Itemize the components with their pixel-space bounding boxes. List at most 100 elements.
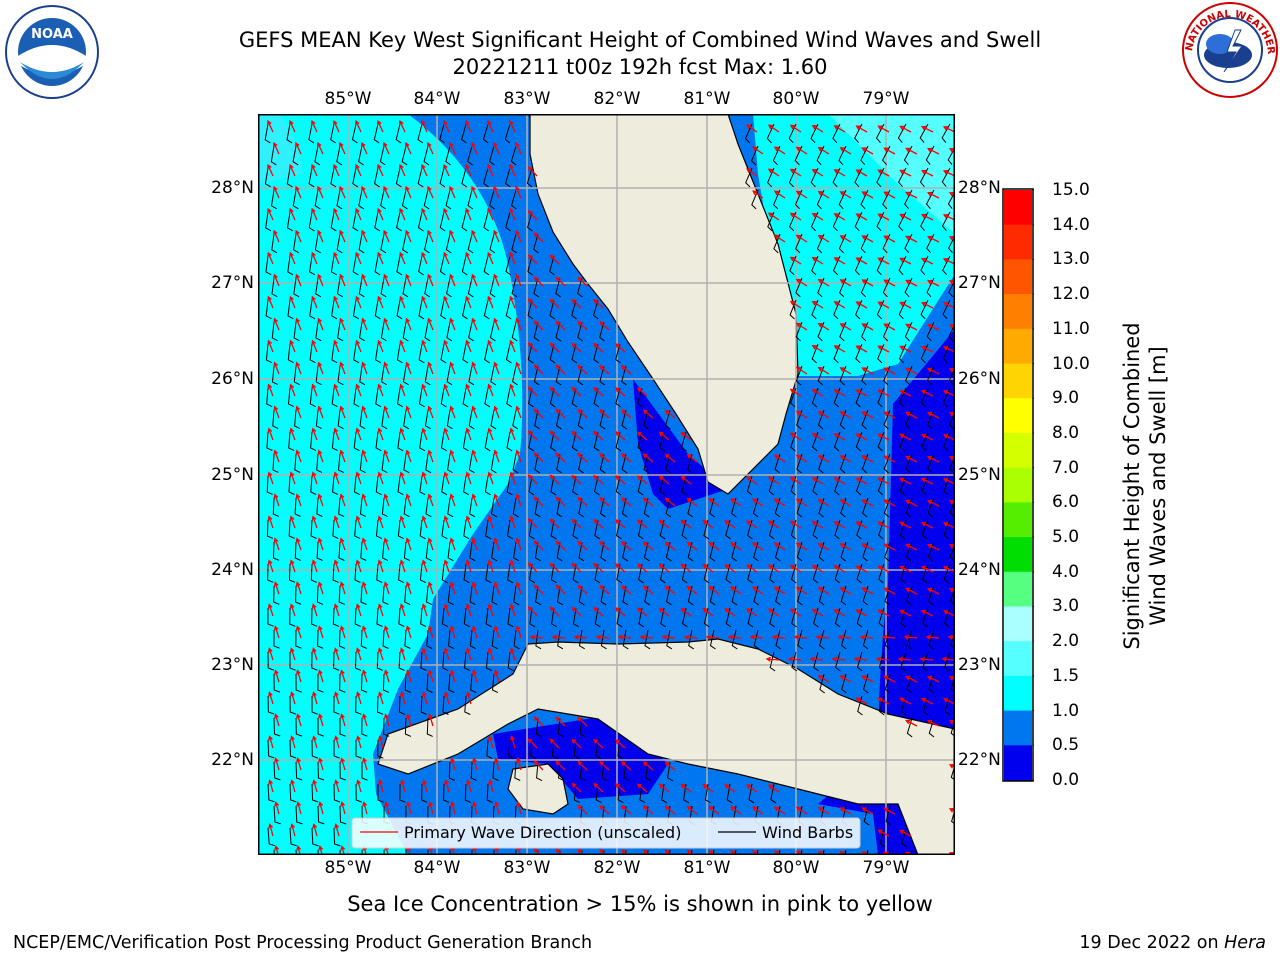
wind-barb bbox=[272, 541, 280, 561]
wind-barb bbox=[374, 299, 381, 320]
wave-arrow bbox=[318, 757, 324, 771]
wind-barb bbox=[577, 321, 583, 342]
wave-arrow bbox=[620, 585, 632, 595]
wind-barb bbox=[295, 585, 302, 605]
wave-arrow bbox=[833, 389, 846, 397]
wind-barb bbox=[288, 431, 295, 452]
wind-barb bbox=[315, 321, 322, 342]
wind-barb bbox=[550, 519, 557, 540]
wave-arrow bbox=[471, 141, 478, 155]
wind-barb bbox=[482, 123, 489, 144]
wave-arrow bbox=[883, 543, 896, 551]
wind-barb bbox=[467, 233, 474, 254]
wave-arrow bbox=[399, 559, 406, 573]
wind-barb bbox=[440, 387, 447, 408]
wind-barb bbox=[773, 233, 781, 254]
wave-arrow bbox=[493, 493, 500, 507]
wave-arrow bbox=[883, 455, 896, 463]
wind-barb bbox=[623, 761, 630, 782]
wave-arrow bbox=[926, 719, 940, 727]
wave-arrow bbox=[795, 366, 808, 375]
wind-barb bbox=[504, 123, 511, 144]
wave-arrow bbox=[405, 141, 412, 155]
wave-arrow bbox=[577, 716, 588, 727]
wind-barb bbox=[424, 365, 431, 386]
wave-arrow bbox=[273, 449, 280, 463]
wind-barb bbox=[795, 365, 803, 386]
wave-arrow bbox=[421, 471, 428, 485]
wave-arrow bbox=[730, 498, 742, 507]
wave-arrow bbox=[274, 845, 280, 855]
wind-barb bbox=[355, 783, 362, 803]
wind-barb bbox=[380, 233, 387, 254]
wind-barb bbox=[289, 607, 296, 627]
wind-barb bbox=[535, 717, 542, 738]
wave-arrow bbox=[273, 273, 280, 287]
wind-barb bbox=[336, 189, 343, 210]
wave-arrow bbox=[833, 477, 846, 485]
wind-barb bbox=[812, 475, 819, 496]
wave-arrow bbox=[795, 542, 808, 551]
wave-arrow bbox=[267, 207, 274, 221]
wind-barb bbox=[573, 739, 580, 760]
wind-barb bbox=[578, 541, 585, 562]
wind-barb bbox=[856, 651, 863, 672]
wind-barb bbox=[621, 365, 627, 386]
wave-arrow bbox=[899, 169, 912, 177]
wave-arrow bbox=[361, 537, 368, 551]
wave-arrow bbox=[839, 455, 852, 463]
wave-arrow bbox=[789, 608, 802, 617]
wave-arrow bbox=[905, 191, 918, 199]
wave-arrow bbox=[680, 563, 692, 573]
wind-barb bbox=[426, 629, 433, 650]
wave-arrow bbox=[724, 520, 736, 529]
wave-arrow bbox=[516, 801, 522, 815]
wave-arrow bbox=[290, 691, 296, 705]
wind-barb bbox=[483, 211, 490, 232]
wave-arrow bbox=[926, 675, 940, 683]
wind-barb bbox=[507, 563, 514, 584]
wind-barb bbox=[862, 497, 869, 518]
wind-barb bbox=[333, 739, 340, 759]
wind-barb bbox=[442, 783, 450, 803]
wave-arrow bbox=[789, 256, 802, 265]
wave-arrow bbox=[289, 559, 296, 573]
wave-arrow bbox=[289, 119, 296, 133]
wind-barb bbox=[417, 211, 424, 232]
wind-barb bbox=[468, 409, 475, 430]
wave-arrow bbox=[533, 452, 544, 463]
wave-arrow bbox=[377, 295, 384, 309]
wave-arrow bbox=[383, 229, 390, 243]
wave-arrow bbox=[795, 410, 808, 419]
wind-barb bbox=[355, 740, 362, 759]
wave-arrow bbox=[509, 515, 516, 529]
wind-barb bbox=[333, 695, 340, 715]
wave-arrow bbox=[948, 676, 955, 681]
wave-arrow bbox=[399, 603, 406, 617]
lon-tick-top: 85°W bbox=[324, 89, 372, 109]
wind-barb bbox=[469, 541, 476, 562]
wave-arrow bbox=[340, 713, 346, 727]
wave-arrow bbox=[861, 587, 874, 595]
wind-barb bbox=[353, 475, 361, 496]
wave-arrow bbox=[449, 141, 456, 155]
wind-barb bbox=[854, 167, 863, 188]
wind-barb bbox=[464, 651, 471, 672]
wind-barb bbox=[315, 409, 322, 430]
wind-barb bbox=[555, 409, 562, 430]
wind-barb bbox=[529, 563, 536, 584]
wind-barb bbox=[419, 431, 426, 452]
wave-arrow bbox=[771, 634, 786, 640]
wind-barb bbox=[622, 629, 629, 650]
colorbar-tick: 3.0 bbox=[1052, 596, 1080, 617]
wave-arrow bbox=[449, 537, 456, 551]
wind-barb bbox=[834, 563, 841, 584]
wave-arrow bbox=[595, 634, 610, 640]
wave-arrow bbox=[361, 361, 368, 375]
wave-arrow bbox=[450, 801, 456, 815]
wind-barb bbox=[709, 541, 716, 562]
wind-barb bbox=[506, 431, 513, 452]
wave-arrow bbox=[311, 163, 318, 177]
wave-arrow bbox=[555, 760, 566, 771]
wind-barb bbox=[556, 541, 563, 562]
